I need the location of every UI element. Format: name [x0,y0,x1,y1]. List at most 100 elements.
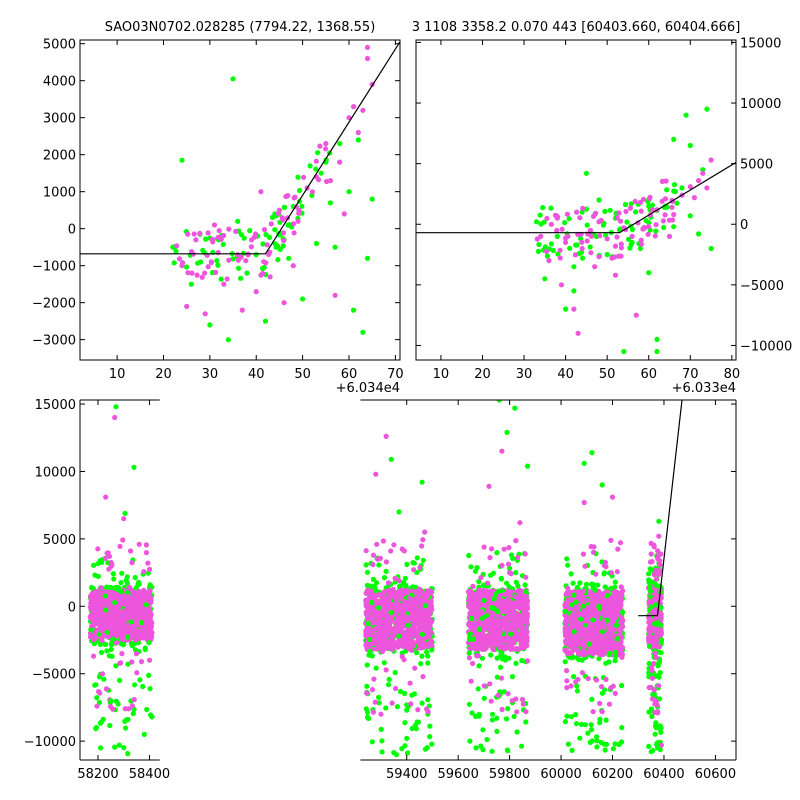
green-point [469,710,475,716]
green-point [466,650,472,656]
green-point [540,205,546,211]
magenta-point [324,178,330,185]
green-point [272,227,278,233]
magenta-point [468,678,474,684]
green-point [220,241,226,247]
green-point [109,653,115,659]
green-point [386,676,392,683]
magenta-point [370,709,376,715]
top-right-x-offset: +6.033e4 [672,381,736,396]
green-point [554,233,560,239]
magenta-point [618,218,624,224]
top-right-xtick-label: 70 [682,367,699,382]
magenta-point [659,198,665,204]
magenta-point [659,178,666,184]
magenta-point [112,608,118,615]
green-point [536,241,542,248]
magenta-point [523,624,529,630]
magenta-point [363,627,369,633]
green-point [664,204,670,210]
green-point [571,288,577,294]
magenta-point [116,624,122,630]
green-point [489,711,496,717]
magenta-point [371,676,377,682]
magenta-point [133,617,139,623]
magenta-point [389,628,395,635]
magenta-point [574,209,580,215]
magenta-point [499,562,505,569]
magenta-point [364,44,371,51]
green-point [327,200,333,206]
magenta-point [478,609,485,615]
green-point [108,584,114,590]
green-point [523,588,529,595]
magenta-point [253,289,259,295]
magenta-point [260,270,266,277]
green-point [368,583,374,589]
magenta-point [563,235,569,241]
top-left-xtick-label: 20 [155,367,172,382]
magenta-point [117,543,123,550]
green-point [104,629,110,635]
green-point [505,706,511,712]
magenta-point [469,626,475,633]
magenta-point [185,270,191,276]
top-left-ytick-label: −3000 [32,334,76,349]
magenta-point [296,210,302,216]
green-point [654,336,660,342]
magenta-point [137,611,143,617]
green-point [381,660,387,666]
magenta-point [418,643,424,649]
magenta-point [418,612,424,618]
green-point [425,660,431,666]
magenta-point [516,623,522,629]
green-point [427,734,433,740]
magenta-point [487,681,493,687]
magenta-point [370,552,376,558]
magenta-point [184,303,190,309]
green-point [402,575,408,582]
green-point [149,714,155,720]
green-point [542,244,549,250]
magenta-point [548,221,555,227]
green-point [96,699,102,706]
top-left-model-line [80,41,400,255]
green-point [124,634,131,640]
magenta-point [407,680,413,686]
magenta-point [554,214,561,220]
magenta-point [469,597,475,603]
green-point [621,348,627,355]
magenta-point [557,247,563,253]
magenta-point [400,587,407,594]
green-point [97,641,104,648]
magenta-point [148,620,154,626]
magenta-point [412,665,418,671]
top-right-data-layer [416,106,736,355]
green-point [373,665,379,671]
magenta-point [90,598,96,605]
green-point [89,585,95,591]
green-point [687,142,693,149]
magenta-point [136,598,143,604]
magenta-point [646,224,652,230]
green-point [498,664,504,671]
green-point [573,242,579,248]
green-point [494,728,500,735]
magenta-point [577,215,583,221]
magenta-point [487,638,493,644]
magenta-point [133,604,139,610]
green-point [125,661,131,667]
green-point [404,561,410,568]
magenta-point [389,633,395,639]
magenta-point [518,641,524,647]
magenta-point [466,591,472,597]
green-point [602,208,608,214]
green-point [494,550,500,556]
magenta-point [627,205,634,211]
green-point [367,636,373,643]
top-left-ytick-label: 0 [68,223,76,238]
green-point [415,719,421,725]
green-point [218,276,224,282]
green-point [313,166,319,172]
